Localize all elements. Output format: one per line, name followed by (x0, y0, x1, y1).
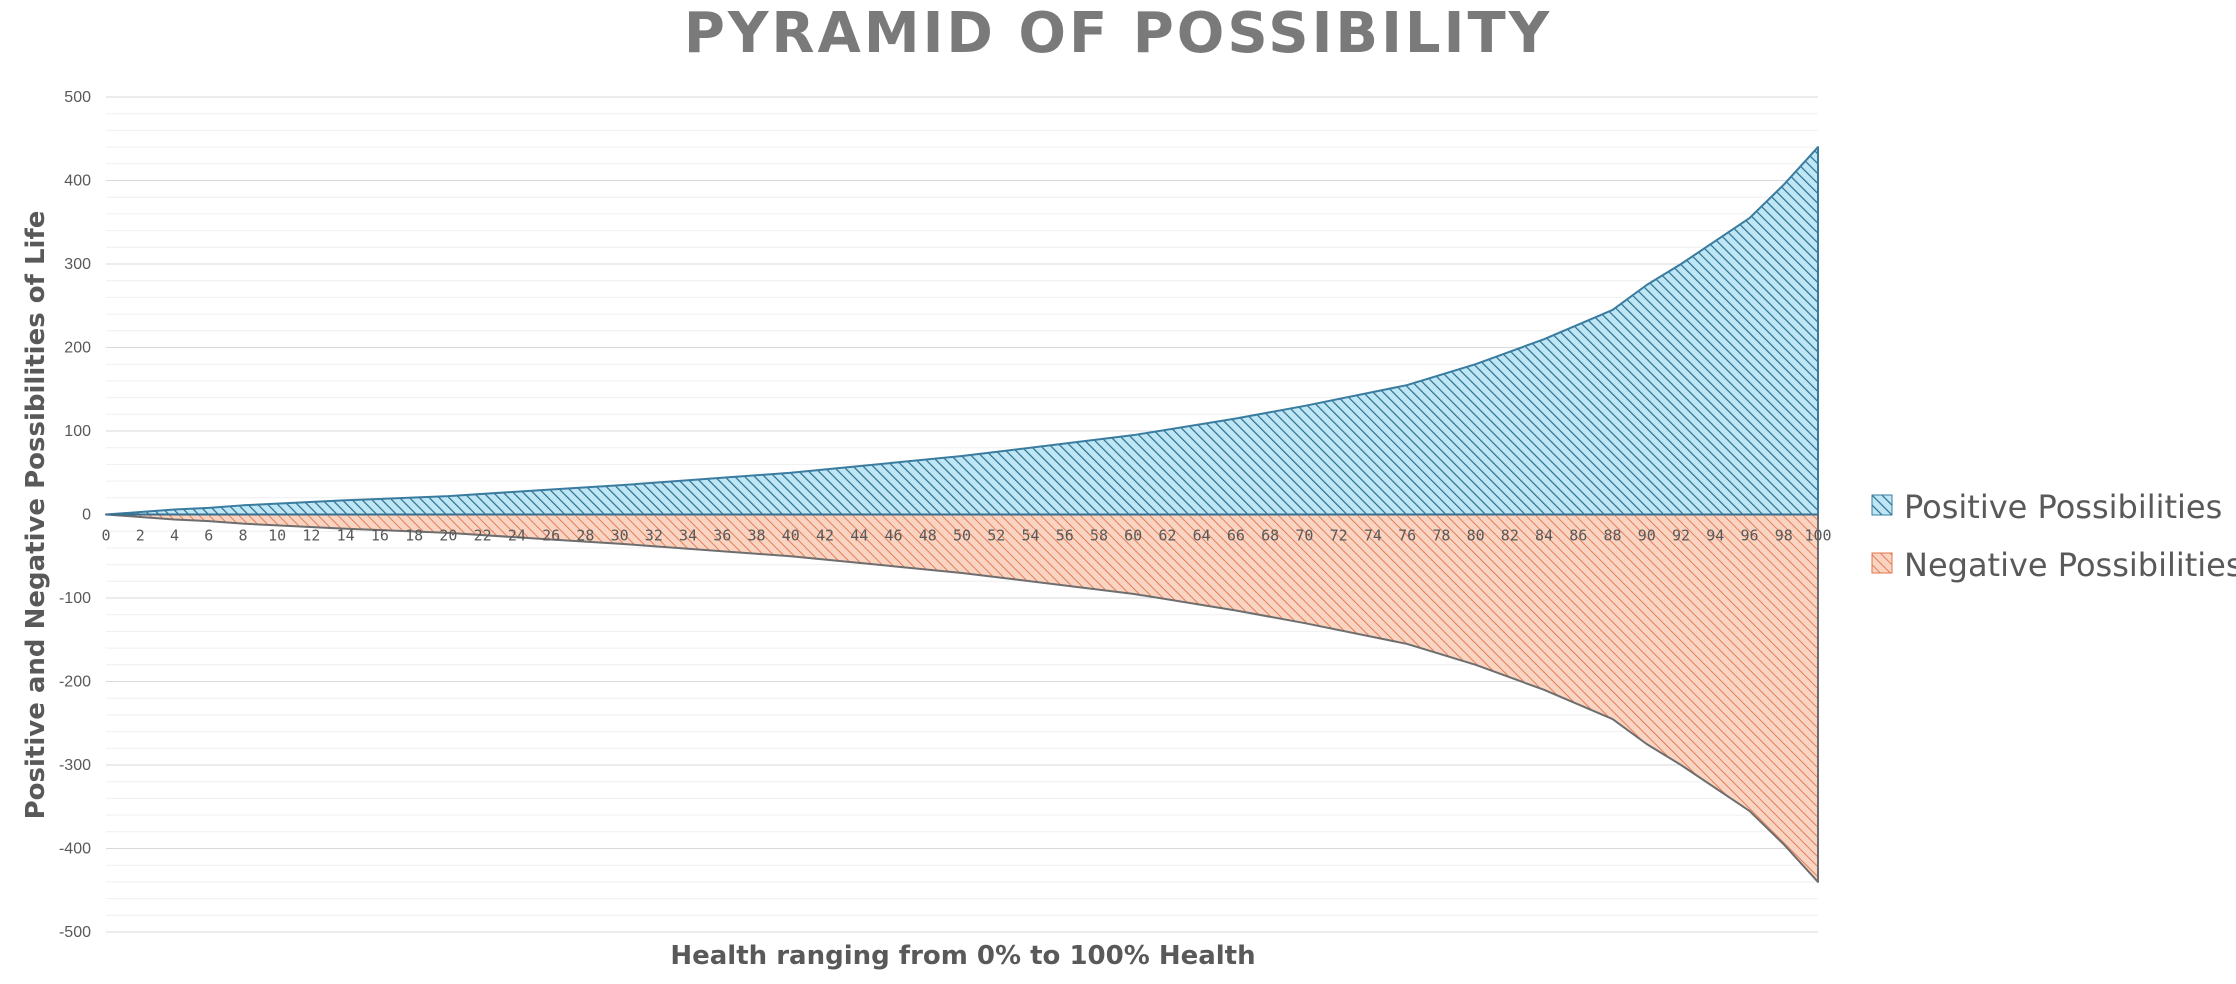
x-tick-label: 32 (645, 527, 663, 545)
x-tick-label: 98 (1775, 527, 1793, 545)
x-tick-label: 8 (238, 527, 247, 545)
x-tick-label: 88 (1604, 527, 1622, 545)
x-tick-label: 54 (1021, 527, 1039, 545)
y-tick-label: 500 (64, 89, 91, 106)
x-tick-label: 18 (405, 527, 423, 545)
y-tick-label: -500 (59, 924, 91, 941)
chart-title: PYRAMID OF POSSIBILITY (684, 1, 1552, 66)
x-tick-label: 26 (542, 527, 560, 545)
y-axis-ticks: 500 400 300 200 100 0 -100 -200 -300 -400 -500 (59, 89, 91, 941)
legend-label-negative: Negative Possibilities (1904, 546, 2236, 584)
x-tick-label: 12 (302, 527, 320, 545)
x-tick-label: 60 (1124, 527, 1142, 545)
legend-swatch-negative (1871, 552, 1893, 574)
x-tick-label: 36 (713, 527, 731, 545)
x-tick-label: 40 (782, 527, 800, 545)
x-tick-label: 100 (1804, 527, 1831, 545)
x-axis-ticks: 0 2 4 6 8 10 12 14 16 18 20 22 24 26 28 30 32 34 36 38 40 42 4… (101, 527, 1831, 545)
series-negative-area[interactable] (105, 513, 1819, 883)
y-tick-label: -100 (59, 590, 91, 607)
y-axis-title: Positive and Negative Possibilities of L… (21, 211, 51, 820)
x-tick-label: 6 (204, 527, 213, 545)
legend-swatch-positive (1871, 494, 1893, 516)
x-tick-label: 4 (170, 527, 179, 545)
x-tick-label: 0 (101, 527, 110, 545)
x-tick-label: 14 (337, 527, 355, 545)
legend: Positive Possibilities Negative Possibil… (1871, 488, 2236, 584)
x-tick-label: 82 (1501, 527, 1519, 545)
series-areas (105, 146, 1819, 883)
x-tick-label: 42 (816, 527, 834, 545)
x-tick-label: 46 (884, 527, 902, 545)
y-tick-label: 200 (64, 340, 91, 357)
x-tick-label: 10 (268, 527, 286, 545)
x-tick-label: 94 (1706, 527, 1724, 545)
x-tick-label: 30 (611, 527, 629, 545)
x-tick-label: 86 (1569, 527, 1587, 545)
legend-label-positive: Positive Possibilities (1904, 488, 2222, 526)
x-tick-label: 62 (1158, 527, 1176, 545)
legend-item-positive[interactable]: Positive Possibilities (1871, 488, 2222, 526)
x-tick-label: 92 (1672, 527, 1690, 545)
x-tick-label: 96 (1740, 527, 1758, 545)
x-tick-label: 58 (1090, 527, 1108, 545)
x-tick-label: 74 (1364, 527, 1382, 545)
x-tick-label: 78 (1432, 527, 1450, 545)
x-tick-label: 90 (1638, 527, 1656, 545)
x-tick-label: 64 (1193, 527, 1211, 545)
x-tick-label: 80 (1467, 527, 1485, 545)
x-tick-label: 72 (1330, 527, 1348, 545)
y-tick-label: 0 (82, 507, 91, 524)
x-tick-label: 38 (748, 527, 766, 545)
x-tick-label: 24 (508, 527, 526, 545)
y-tick-label: -200 (59, 674, 91, 691)
y-tick-label: 300 (64, 256, 91, 273)
y-tick-label: -400 (59, 841, 91, 858)
legend-item-negative[interactable]: Negative Possibilities (1871, 546, 2236, 584)
x-tick-label: 76 (1398, 527, 1416, 545)
series-positive-area[interactable] (105, 146, 1819, 516)
y-tick-label: 400 (64, 173, 91, 190)
x-tick-label: 16 (371, 527, 389, 545)
x-tick-label: 70 (1295, 527, 1313, 545)
y-tick-label: -300 (59, 757, 91, 774)
y-tick-label: 100 (64, 423, 91, 440)
x-tick-label: 68 (1261, 527, 1279, 545)
x-tick-label: 84 (1535, 527, 1553, 545)
x-tick-label: 28 (576, 527, 594, 545)
x-tick-label: 34 (679, 527, 697, 545)
x-tick-label: 20 (439, 527, 457, 545)
x-tick-label: 22 (474, 527, 492, 545)
x-axis-title: Health ranging from 0% to 100% Health (670, 941, 1255, 971)
x-tick-label: 56 (1056, 527, 1074, 545)
x-tick-label: 48 (919, 527, 937, 545)
x-tick-label: 66 (1227, 527, 1245, 545)
x-tick-label: 52 (987, 527, 1005, 545)
x-tick-label: 44 (850, 527, 868, 545)
x-tick-label: 50 (953, 527, 971, 545)
x-tick-label: 2 (136, 527, 145, 545)
